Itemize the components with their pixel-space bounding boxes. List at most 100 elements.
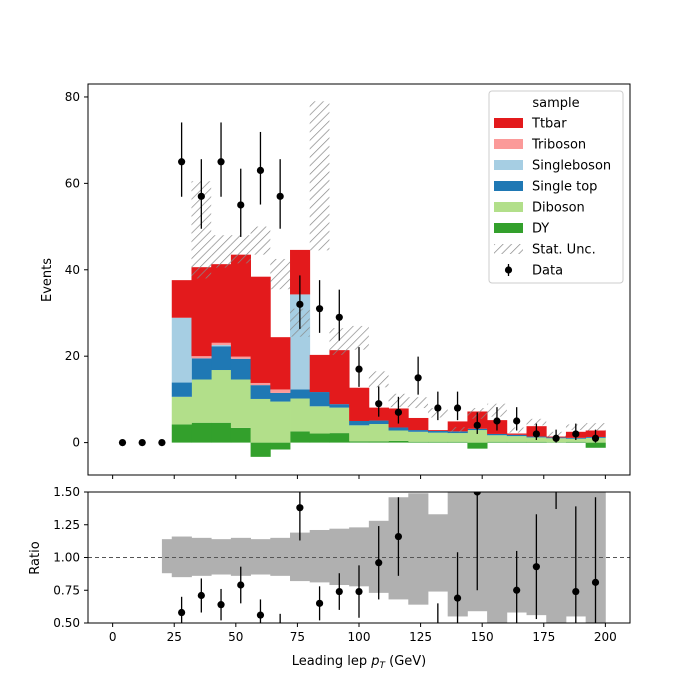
bar-single-top-bin-11 <box>368 420 389 425</box>
bar-dy-bin-3 <box>211 422 232 443</box>
data-point-13 <box>375 400 383 408</box>
ratio-band-bin-7 <box>290 532 311 582</box>
legend-title: sample <box>532 96 579 111</box>
bar-diboson-bin-21 <box>565 438 587 442</box>
bar-dy-bin-22 <box>585 442 606 448</box>
data-point-15 <box>414 374 422 382</box>
legend-label-3: Single top <box>532 180 597 195</box>
ratio-point-5 <box>277 626 284 633</box>
bar-ttbar-bin-1 <box>171 280 192 318</box>
bar-diboson-bin-11 <box>368 424 389 442</box>
bar-dy-bin-4 <box>230 427 251 443</box>
ratio-band-bin-3 <box>211 539 232 575</box>
data-point-10 <box>315 305 324 313</box>
y-axis-ticks: 0 20 40 60 80 <box>65 90 88 450</box>
bar-diboson-bin-3 <box>211 370 232 423</box>
bar-single-top-bin-1 <box>171 382 192 397</box>
y-tick-label-2: 40 <box>65 263 80 277</box>
data-point-18 <box>473 421 481 429</box>
bar-single-top-bin-7 <box>290 389 311 399</box>
ratio-band-bin-4 <box>230 537 251 576</box>
x-tick-label-2: 50 <box>228 630 243 644</box>
data-point-2 <box>158 438 166 447</box>
ratio-band-bin-6 <box>270 537 291 576</box>
ratio-y-tick-label-3: 1.25 <box>53 518 80 532</box>
bar-dy-bin-18 <box>506 441 527 443</box>
ratio-band-bin-5 <box>250 539 271 575</box>
bar-dy-bin-19 <box>526 441 547 443</box>
bar-ttbar-bin-14 <box>427 430 449 431</box>
data-point-14 <box>394 408 403 416</box>
bar-dy-bin-1 <box>171 424 192 443</box>
ratio-y-tick-label-1: 0.75 <box>53 583 80 597</box>
bar-diboson-bin-1 <box>171 396 192 425</box>
bar-ttbar-bin-8 <box>309 354 330 393</box>
bar-ttbar-bin-7 <box>290 249 311 295</box>
bar-ttbar-bin-6 <box>270 337 291 390</box>
data-point-11 <box>335 313 343 321</box>
ratio-point-11 <box>394 532 403 541</box>
y-tick-label-0: 0 <box>72 436 80 450</box>
bar-dy-bin-11 <box>368 441 389 443</box>
legend-label-2: Singleboson <box>532 159 611 174</box>
bar-dy-bin-9 <box>329 433 350 443</box>
ratio-point-10 <box>375 559 383 567</box>
stat-unc-bin-3 <box>211 235 231 268</box>
bar-single-top-bin-4 <box>230 358 251 380</box>
y-tick-label-1: 20 <box>65 349 80 363</box>
bar-triboson-bin-3 <box>211 342 232 345</box>
legend-swatch-7 <box>504 264 513 276</box>
stat-unc-bin-11 <box>368 371 389 388</box>
data-point-22 <box>552 434 560 442</box>
main-histogram-panel: 0 20 40 60 80 Events sample Ttbar Triboson Sin… <box>40 83 631 479</box>
ratio-point-4 <box>256 611 265 619</box>
bar-single-top-bin-18 <box>506 434 527 437</box>
bar-dy-bin-13 <box>408 441 429 443</box>
bar-singleboson-bin-3 <box>211 344 232 347</box>
bar-triboson-bin-5 <box>250 382 271 386</box>
data-point-8 <box>276 192 284 200</box>
legend-label-4: Diboson <box>532 201 585 216</box>
stat-unc-bin-22 <box>585 423 606 431</box>
y-axis-label: Events <box>40 258 55 302</box>
bar-dy-bin-12 <box>388 440 409 443</box>
ratio-y-tick-label-0: 0.50 <box>53 616 80 630</box>
legend-swatch-1 <box>494 139 523 149</box>
ratio-band-bin-0 <box>161 539 173 574</box>
stat-unc-bin-15 <box>447 427 468 433</box>
ratio-band-bin-10 <box>349 527 370 587</box>
data-point-17 <box>453 404 462 412</box>
bar-diboson-bin-16 <box>467 430 488 443</box>
ratio-point-6 <box>296 504 304 512</box>
bar-ttbar-bin-5 <box>250 276 271 383</box>
bar-diboson-bin-10 <box>349 425 370 442</box>
x-tick-label-4: 100 <box>348 630 371 644</box>
ratio-point-8 <box>335 587 343 596</box>
bar-diboson-bin-6 <box>270 401 291 443</box>
bar-ttbar-bin-9 <box>329 350 350 405</box>
data-point-1 <box>138 438 146 447</box>
stat-unc-bin-10 <box>349 325 369 350</box>
stat-unc-bin-5 <box>250 226 271 255</box>
x-tick-label-1: 25 <box>167 630 182 644</box>
stat-unc-bin-8 <box>309 101 330 251</box>
ratio-point-2 <box>217 601 225 609</box>
legend-swatch-6 <box>494 244 523 254</box>
ratio-point-15 <box>513 586 521 594</box>
ratio-point-14 <box>473 492 481 496</box>
data-point-6 <box>237 201 245 209</box>
data-point-19 <box>493 417 501 425</box>
bar-dy-bin-16 <box>467 442 488 449</box>
ratio-panel: 0.50 0.75 1.00 1.25 1.50 0 25 50 75 100 125 150 175… <box>28 485 631 671</box>
bar-single-top-bin-5 <box>250 385 271 399</box>
bar-single-top-bin-9 <box>329 404 350 408</box>
bar-diboson-bin-8 <box>309 406 330 434</box>
data-point-7 <box>256 166 265 175</box>
ratio-band-bin-14 <box>427 514 449 592</box>
stat-unc-bin-2 <box>191 181 212 279</box>
bar-singleboson-bin-1 <box>171 317 192 383</box>
data-point-5 <box>217 158 225 166</box>
ratio-band-bin-1 <box>171 536 192 578</box>
data-point-20 <box>513 417 521 425</box>
x-tick-label-6: 150 <box>471 630 494 644</box>
